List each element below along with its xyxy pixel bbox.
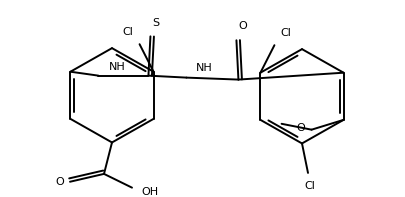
Text: O: O (55, 177, 64, 187)
Text: NH: NH (108, 62, 125, 72)
Text: Cl: Cl (280, 28, 291, 38)
Text: Cl: Cl (122, 27, 133, 37)
Text: OH: OH (141, 187, 158, 197)
Text: O: O (296, 123, 305, 133)
Text: Cl: Cl (304, 181, 315, 191)
Text: S: S (152, 18, 159, 28)
Text: O: O (238, 21, 247, 32)
Text: NH: NH (195, 63, 212, 73)
